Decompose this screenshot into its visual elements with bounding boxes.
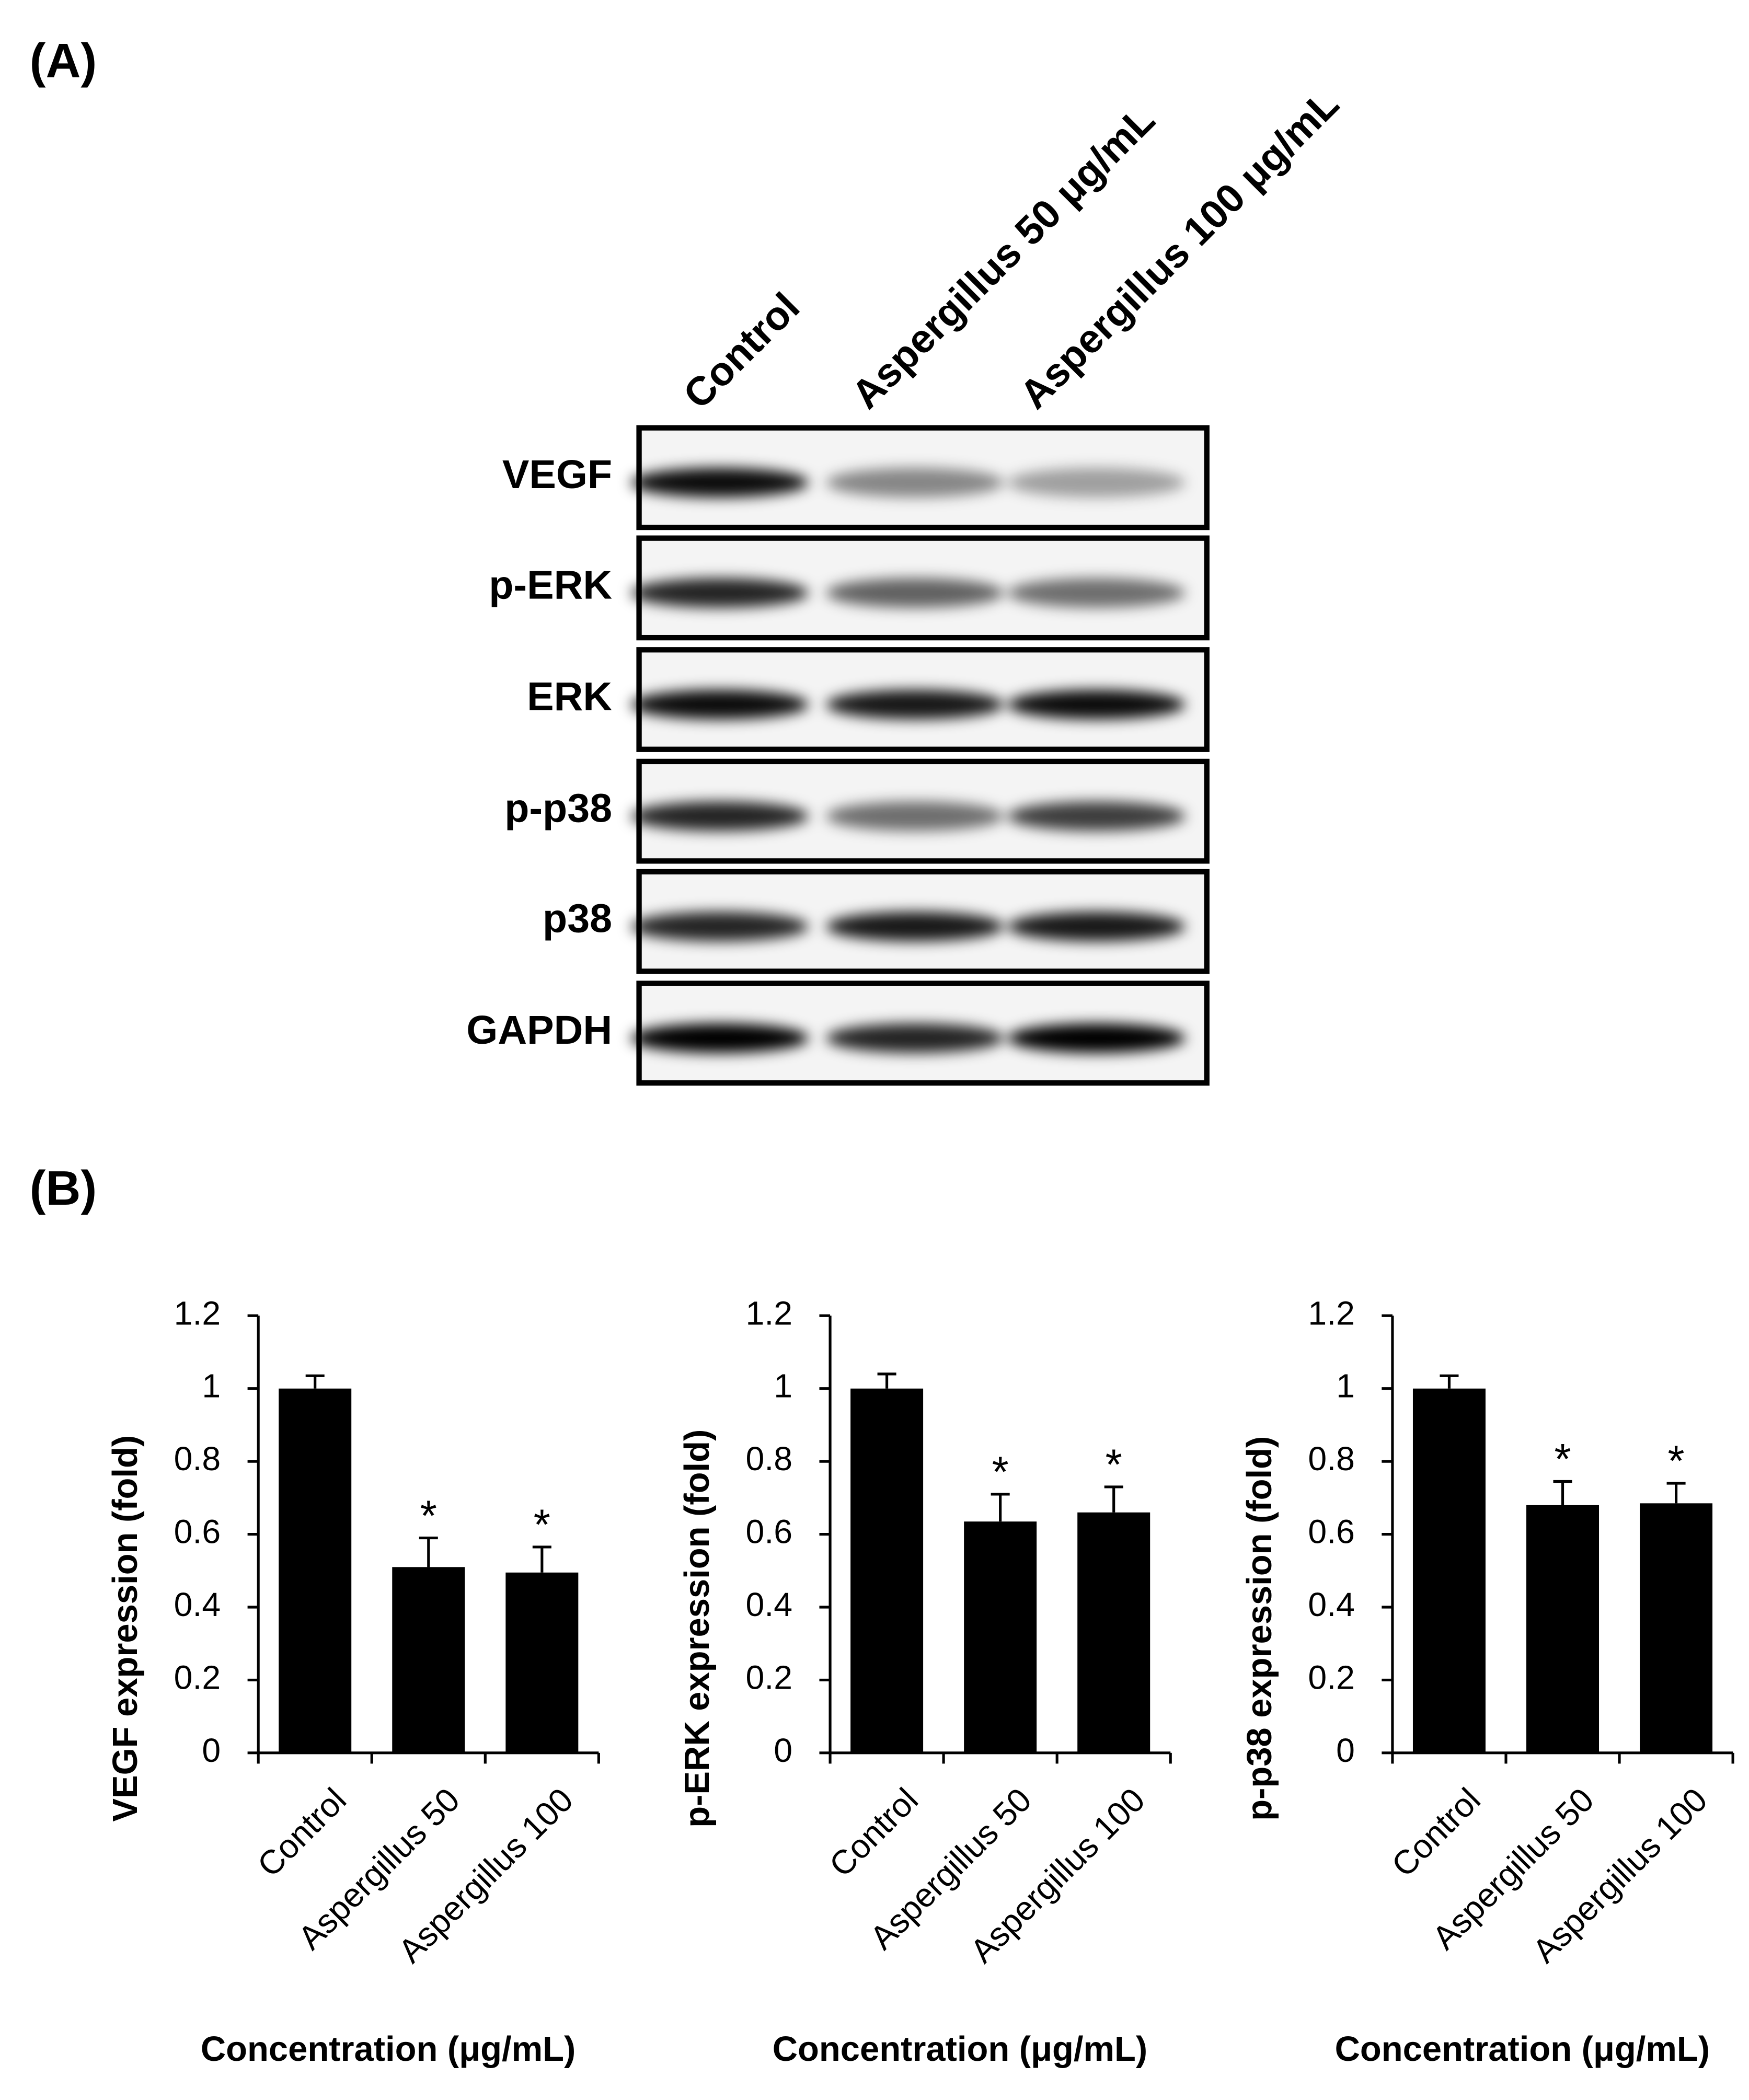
y-tick-label: 0.6 [746,1513,792,1551]
band [631,689,809,720]
y-tick-label: 0.4 [174,1586,221,1623]
error-bar [877,1372,896,1389]
significance-mark: * [534,1501,550,1549]
band [826,689,1004,720]
y-tick-label: 1.2 [746,1294,792,1332]
y-tick-label: 0.2 [1308,1658,1354,1696]
significance-mark: * [992,1448,1009,1496]
y-tick-label: 0.8 [746,1440,792,1478]
y-tick-label: 1 [202,1367,221,1405]
y-tick-label: 0.4 [746,1586,792,1623]
significance-mark: * [1106,1441,1122,1489]
panel-label: (B) [30,1161,97,1215]
row-label: p38 [543,896,612,941]
band [826,468,1004,498]
band-group [631,801,1186,831]
band-group [631,1023,1186,1053]
band [631,578,809,608]
panel-label: (A) [30,33,97,88]
band-group [631,468,1186,498]
bar [505,1572,579,1753]
error-bar [991,1493,1010,1522]
y-tick-label: 0 [202,1732,221,1769]
band [1007,468,1186,498]
band [826,911,1004,942]
x-tick-label: Control [250,1781,354,1884]
error-bar [1666,1482,1686,1504]
lane-label: Control [675,284,808,418]
error-bar [1553,1480,1572,1505]
band [631,801,809,831]
band [826,578,1004,608]
band [631,911,809,942]
bar [392,1567,465,1753]
band-group [631,689,1186,720]
significance-mark: * [1554,1435,1571,1483]
bar [1077,1512,1150,1753]
y-axis-label: VEGF expression (fold) [106,1435,145,1822]
bar [964,1521,1037,1753]
band [1007,911,1186,942]
y-tick-label: 0.4 [1308,1586,1354,1623]
lane-label: Aspergillus 100 μg/mL [1011,81,1348,417]
band [1007,578,1186,608]
x-tick-label: Control [1384,1781,1488,1884]
bar [279,1388,352,1753]
y-tick-label: 0 [1336,1732,1355,1769]
y-tick-label: 1 [1336,1367,1355,1405]
row-label: p-p38 [504,786,612,831]
bar [1412,1388,1486,1753]
bar [850,1388,924,1753]
significance-mark: * [1668,1437,1685,1485]
lane-label: Aspergillus 50 μg/mL [843,97,1164,418]
band [631,1023,809,1053]
y-tick-label: 1.2 [174,1294,221,1332]
y-tick-label: 0.6 [1308,1513,1354,1551]
band [1007,801,1186,831]
error-bar [419,1536,438,1567]
y-axis-label: p-ERK expression (fold) [677,1429,717,1828]
band [826,1023,1004,1053]
row-label: GAPDH [466,1008,612,1053]
x-axis-label: Concentration (μg/mL) [773,2029,1147,2069]
x-axis-label: Concentration (μg/mL) [201,2029,576,2069]
y-tick-label: 1 [774,1367,792,1405]
significance-mark: * [420,1492,437,1540]
y-tick-label: 0.6 [174,1513,221,1551]
y-tick-label: 1.2 [1308,1294,1354,1332]
y-tick-label: 0 [774,1732,792,1769]
y-tick-label: 0.8 [174,1440,221,1478]
band-group [631,578,1186,608]
y-tick-label: 0.2 [746,1658,792,1696]
error-bar [305,1374,325,1389]
error-bar [1440,1374,1459,1389]
band-group [631,911,1186,942]
band [826,801,1004,831]
x-tick-label: Control [822,1781,925,1884]
row-label: ERK [527,674,612,719]
x-axis-label: Concentration (μg/mL) [1335,2029,1710,2069]
row-label: p-ERK [489,562,612,607]
bar [1526,1505,1600,1753]
bar [1640,1503,1713,1753]
band [1007,1023,1186,1053]
error-bar [1104,1485,1123,1513]
band [631,468,809,498]
error-bar [532,1545,551,1573]
band [1007,689,1186,720]
y-tick-label: 0.2 [174,1658,221,1696]
row-label: VEGF [502,452,612,497]
y-tick-label: 0.8 [1308,1440,1354,1478]
y-axis-label: p-p38 expression (fold) [1240,1436,1279,1821]
